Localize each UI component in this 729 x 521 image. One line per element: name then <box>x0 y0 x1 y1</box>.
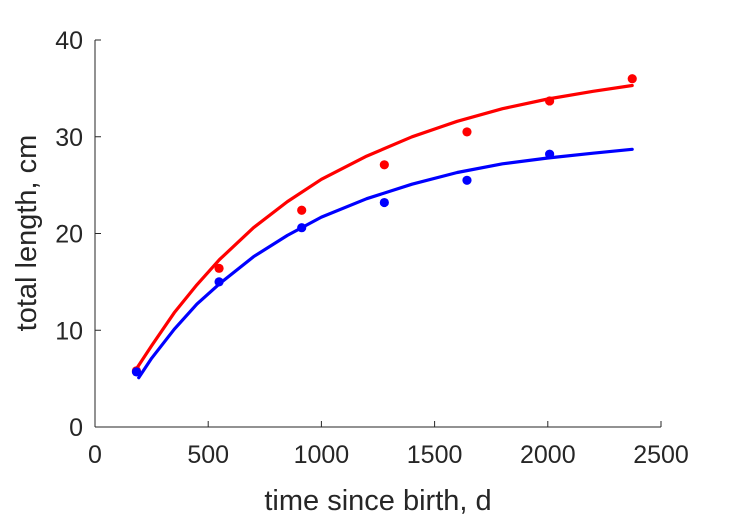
x-tick-label: 1500 <box>407 441 463 469</box>
data-point <box>545 149 555 159</box>
series-1 <box>131 74 637 376</box>
y-tick-label: 40 <box>55 27 83 55</box>
data-point <box>214 277 224 287</box>
series-2 <box>131 147 634 380</box>
x-tick-label: 1000 <box>294 441 350 469</box>
x-axis-ticks: 0 500 1000 1500 2000 2500 <box>88 421 689 469</box>
data-point <box>379 197 389 208</box>
data-point <box>379 160 389 170</box>
fit-curve <box>134 83 634 371</box>
y-tick-label: 30 <box>55 124 83 152</box>
y-axis-ticks: 0 10 20 30 40 <box>55 27 101 442</box>
data-point <box>462 127 472 137</box>
fit-curve <box>137 147 634 380</box>
y-axis-title: total length, cm <box>11 135 43 332</box>
data-point <box>545 96 555 106</box>
data-point <box>131 367 142 377</box>
x-tick-label: 500 <box>187 441 229 469</box>
data-point <box>462 175 472 185</box>
y-tick-label: 0 <box>69 414 83 442</box>
data-point <box>214 263 224 273</box>
y-tick-label: 10 <box>55 317 83 345</box>
x-tick-label: 2500 <box>633 441 689 469</box>
data-point <box>297 205 307 215</box>
data-point <box>297 223 307 233</box>
x-tick-label: 0 <box>88 441 102 469</box>
y-tick-label: 20 <box>55 221 83 249</box>
data-point <box>627 74 637 84</box>
x-tick-label: 2000 <box>520 441 576 469</box>
x-axis-title: time since birth, d <box>264 485 491 517</box>
series-layer <box>131 74 637 380</box>
plot-area: 0 500 1000 1500 2000 2500 0 10 20 30 40 <box>55 27 689 469</box>
